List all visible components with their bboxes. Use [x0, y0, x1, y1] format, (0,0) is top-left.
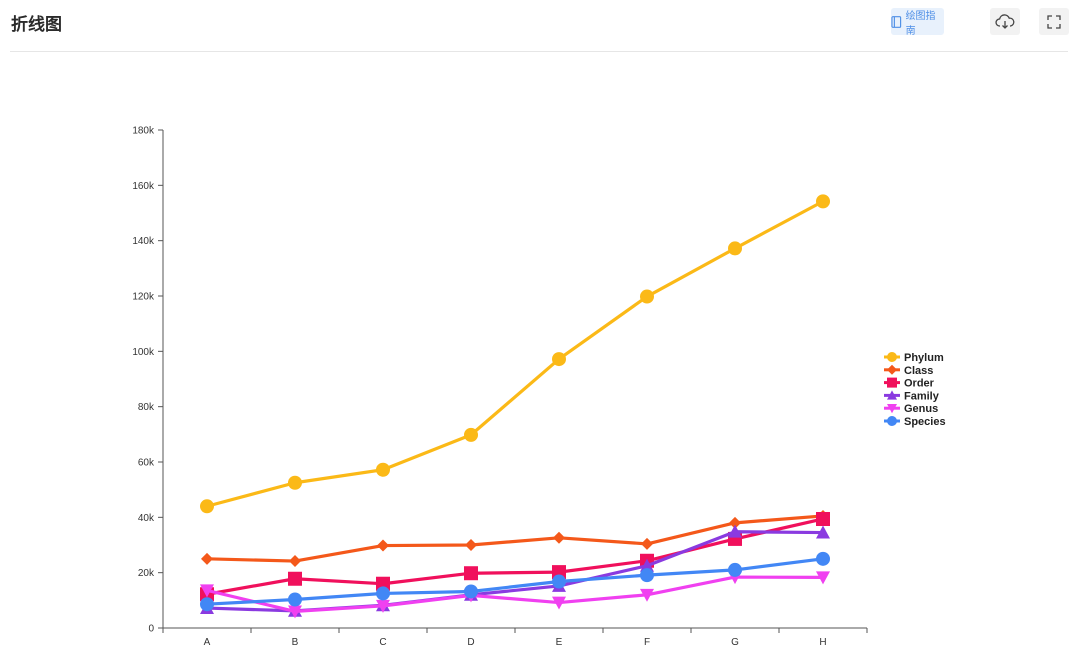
y-tick-label: 100k: [132, 347, 155, 358]
y-tick-label: 0: [148, 624, 154, 635]
y-tick-label: 140k: [132, 236, 155, 247]
data-point-species: [728, 562, 742, 577]
header-divider: [10, 51, 1068, 52]
data-point-phylum: [200, 499, 214, 514]
y-tick-label: 20k: [138, 568, 155, 579]
legend-label-species: Species: [904, 416, 946, 428]
legend-label-phylum: Phylum: [904, 352, 944, 364]
data-point-phylum: [728, 241, 742, 256]
data-point-species: [376, 586, 390, 601]
cloud-download-icon: [995, 13, 1015, 29]
guide-button-label: 绘图指南: [905, 10, 936, 37]
data-point-class: [201, 552, 213, 565]
data-point-phylum: [640, 289, 654, 304]
data-point-family: [816, 525, 830, 539]
data-point-phylum: [552, 352, 566, 367]
series-line-phylum: [206, 199, 824, 508]
data-point-genus: [640, 588, 654, 602]
series-line-class: [206, 514, 824, 563]
data-point-genus: [200, 584, 214, 598]
legend-label-order: Order: [904, 378, 935, 390]
x-tick-label: H: [819, 637, 826, 648]
series-line-genus: [206, 575, 824, 614]
page-title: 折线图: [11, 15, 62, 35]
data-point-family: [728, 524, 742, 538]
data-point-order: [464, 566, 478, 581]
fullscreen-button[interactable]: [1039, 8, 1069, 35]
data-point-family: [640, 558, 654, 572]
data-point-species: [200, 597, 214, 612]
legend-marker-species: [887, 416, 897, 426]
legend-marker-order: [887, 377, 897, 388]
data-point-species: [816, 551, 830, 566]
y-tick-label: 180k: [132, 126, 155, 137]
data-point-class: [729, 516, 741, 529]
data-point-species: [288, 592, 302, 607]
data-point-species: [464, 584, 478, 599]
legend-marker-phylum: [887, 352, 897, 362]
data-point-order: [288, 571, 302, 586]
y-tick-label: 40k: [138, 513, 155, 524]
legend-marker-class: [887, 364, 897, 375]
data-point-order: [376, 576, 390, 591]
legend-label-class: Class: [904, 365, 933, 377]
y-tick-label: 120k: [132, 292, 155, 303]
x-tick-label: D: [467, 637, 474, 648]
data-point-phylum: [816, 194, 830, 209]
y-tick-label: 60k: [138, 458, 155, 469]
header: 折线图 绘图指南: [0, 0, 1079, 52]
legend-label-family: Family: [904, 390, 940, 402]
data-point-class: [553, 531, 565, 544]
x-tick-label: A: [204, 637, 211, 648]
series-line-species: [206, 557, 824, 606]
data-point-class: [465, 539, 477, 551]
data-point-species: [640, 568, 654, 583]
x-tick-label: G: [731, 637, 739, 648]
data-point-order: [816, 511, 830, 526]
data-point-phylum: [288, 475, 302, 490]
guide-button[interactable]: 绘图指南: [891, 8, 944, 37]
series-line-order: [206, 517, 824, 596]
data-point-genus: [288, 605, 302, 619]
y-tick-label: 80k: [138, 402, 155, 413]
data-point-phylum: [376, 462, 390, 477]
y-tick-label: 160k: [132, 181, 155, 192]
download-button[interactable]: [990, 8, 1020, 35]
data-point-phylum: [464, 427, 478, 442]
legend-label-genus: Genus: [904, 403, 938, 415]
x-tick-label: C: [379, 637, 386, 648]
x-tick-label: E: [556, 637, 563, 648]
x-tick-label: F: [644, 637, 650, 648]
data-point-genus: [816, 571, 830, 585]
x-tick-label: B: [292, 637, 299, 648]
legend-marker-family: [887, 390, 897, 400]
book-icon: [891, 15, 902, 28]
data-point-class: [289, 555, 301, 568]
data-point-genus: [552, 596, 566, 610]
legend-marker-genus: [887, 403, 897, 414]
data-point-class: [641, 537, 653, 550]
fullscreen-icon: [1047, 14, 1061, 29]
data-point-species: [552, 574, 566, 589]
data-point-genus: [376, 599, 390, 613]
data-point-class: [377, 539, 389, 552]
